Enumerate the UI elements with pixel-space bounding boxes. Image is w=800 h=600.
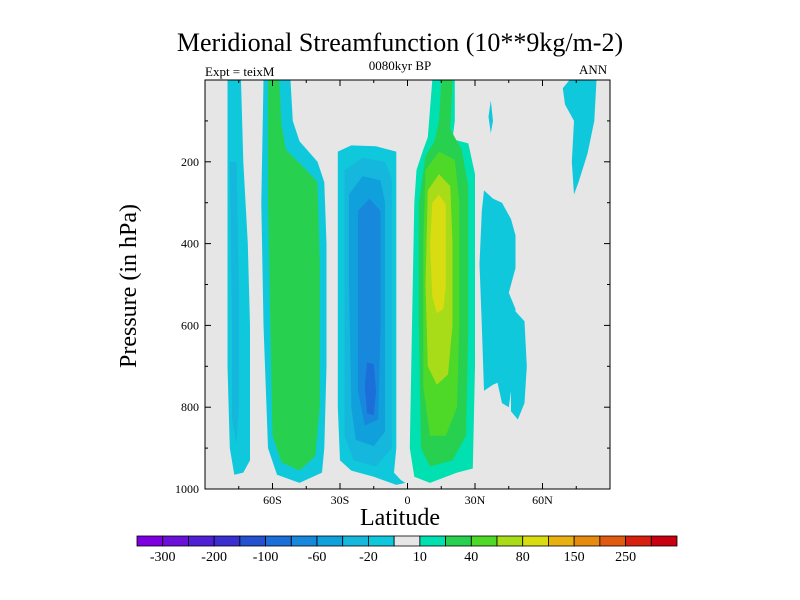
- colorbar-swatch: [265, 535, 292, 547]
- colorbar-label: 80: [516, 550, 530, 565]
- colorbar-label: -200: [201, 550, 227, 565]
- contour-region-17: [562, 80, 597, 195]
- colorbar-swatch: [496, 535, 524, 547]
- y-tick-label: 800: [181, 400, 199, 414]
- y-tick-label: 400: [181, 237, 199, 251]
- colorbar-swatch: [136, 535, 164, 547]
- contour-region-1: [229, 161, 239, 445]
- y-tick-label: 1000: [175, 482, 199, 496]
- colorbar-swatch: [213, 535, 241, 547]
- colorbar-swatch: [599, 535, 626, 547]
- x-axis-label: Latitude: [360, 505, 440, 531]
- colorbar-label: 10: [413, 550, 427, 565]
- x-tick-label: 60S: [263, 493, 282, 507]
- colorbar-swatch: [470, 535, 498, 547]
- colorbar-swatch: [419, 535, 446, 547]
- colorbar-swatch: [393, 535, 421, 547]
- x-tick-label: 0: [405, 493, 411, 507]
- axis-ticks: 60S 30S 0 30N 60N 200 400 600 800 1000: [175, 80, 610, 507]
- colorbar-label: -60: [308, 550, 327, 565]
- y-tick-label: 200: [181, 155, 199, 169]
- colorbar-swatch: [573, 535, 601, 547]
- colorbar-swatch: [522, 535, 549, 547]
- colorbar-label: -300: [150, 550, 176, 565]
- experiment-label: Expt = teixM: [205, 64, 275, 79]
- colorbar-swatch: [188, 535, 215, 547]
- x-tick-label: 60N: [532, 493, 553, 507]
- colorbar-swatch: [239, 535, 266, 547]
- season-label: ANN: [579, 62, 608, 77]
- colorbar-label: 250: [615, 550, 636, 565]
- plot-area: [204, 79, 611, 490]
- colorbar-swatch: [316, 535, 344, 547]
- contour-region-14: [479, 190, 516, 408]
- colorbar-swatch: [368, 535, 395, 547]
- x-tick-label: 30S: [331, 493, 350, 507]
- contour-region-13: [430, 194, 446, 314]
- colorbar-swatch: [548, 535, 575, 547]
- colorbar-swatch: [290, 535, 318, 547]
- chart-subtitle: 0080kyr BP: [368, 58, 432, 73]
- contour-region-15: [511, 309, 527, 420]
- colorbar-label: 150: [564, 550, 585, 565]
- contour-region-8: [364, 362, 376, 416]
- chart-title: Meridional Streamfunction (10**9kg/m-2): [176, 28, 624, 57]
- colorbar-label: 40: [464, 550, 478, 565]
- contour-region-7: [358, 198, 381, 426]
- colorbar-swatch: [162, 535, 189, 547]
- colorbar-label: -20: [359, 550, 378, 565]
- colorbar-swatch: [342, 535, 369, 547]
- contour-region-16: [488, 100, 493, 134]
- colorbar-swatch: [445, 535, 472, 547]
- colorbar: -300 -200 -100 -60 -20 10 40 80 150 250: [136, 535, 678, 565]
- colorbar-swatch: [650, 535, 678, 547]
- colorbar-label: -100: [253, 550, 279, 565]
- contour-region-3: [268, 80, 320, 471]
- colorbar-swatch: [625, 535, 652, 547]
- x-tick-label: 30N: [465, 493, 486, 507]
- y-tick-label: 600: [181, 318, 199, 332]
